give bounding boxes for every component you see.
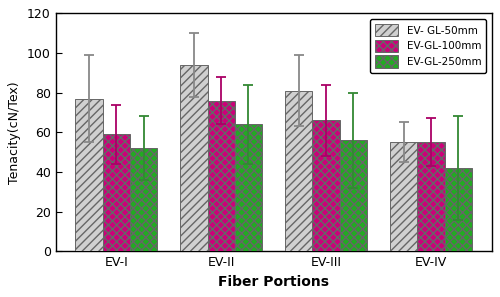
X-axis label: Fiber Portions: Fiber Portions [218,275,329,289]
Bar [285,91,312,251]
Bar [340,140,367,251]
Y-axis label: Tenacity(cN/Tex): Tenacity(cN/Tex) [8,81,22,184]
Bar [418,142,444,251]
Bar [102,134,130,251]
Bar [208,101,235,251]
Bar [312,120,340,251]
Bar [235,124,262,251]
Bar [390,142,417,251]
Bar [180,65,208,251]
Bar [76,99,102,251]
Legend: EV- GL-50mm, EV-GL-100mm, EV-GL-250mm: EV- GL-50mm, EV-GL-100mm, EV-GL-250mm [370,18,486,73]
Bar [444,168,472,251]
Bar [130,148,157,251]
